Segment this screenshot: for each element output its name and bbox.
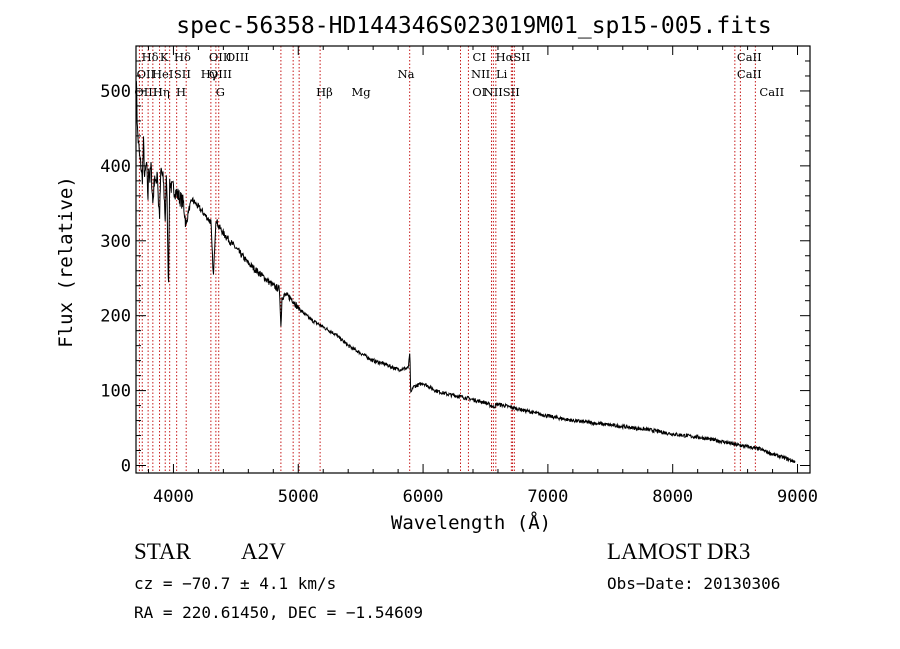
observation-date: Obs−Date: 20130306: [607, 574, 781, 593]
x-tick-label-4000: 4000: [153, 487, 194, 507]
line-label-r1-6: HαSII: [496, 50, 531, 64]
y-axis-ticks: 0 100 200 300 400 500: [100, 60, 810, 477]
chart-title: spec-56358-HD144346S023019M01_sp15-005.f…: [176, 13, 771, 39]
line-label-r2-1: HeI: [152, 67, 173, 81]
line-label-r3-8: CaII: [759, 85, 784, 99]
emission-line-markers: [138, 46, 756, 473]
spectrum-line: [135, 80, 796, 464]
spectrum-series: [135, 80, 796, 464]
line-label-r2-3: Hγ: [201, 67, 218, 81]
line-label-r2-5: Na: [398, 67, 415, 81]
line-label-r2-6: NII: [471, 67, 490, 81]
plot-frame: [135, 45, 811, 474]
x-tick-label-7000: 7000: [527, 487, 568, 507]
line-label-r2-7: Li: [496, 67, 508, 81]
line-label-r3-4: Hβ: [316, 85, 333, 99]
line-label-r3-0: OIII: [134, 85, 157, 99]
y-tick-label-100: 100: [100, 382, 131, 402]
y-axis-label: Flux (relative): [55, 176, 77, 348]
x-tick-label-5000: 5000: [278, 487, 319, 507]
line-label-r1-3: OIII: [209, 50, 232, 64]
line-label-r1-0: Hδ: [142, 50, 159, 64]
line-label-r1-4: OIII: [226, 50, 249, 64]
x-axis-label: Wavelength (Å): [391, 511, 551, 534]
object-subclass: A2V: [241, 539, 286, 564]
x-tick-label-8000: 8000: [652, 487, 693, 507]
redshift-velocity: cz = −70.7 ± 4.1 km/s: [134, 574, 337, 593]
line-label-r3-1: Hη: [153, 85, 170, 99]
line-label-r3-7: NIISII: [484, 85, 520, 99]
line-label-r2-0: OII: [137, 67, 156, 81]
line-label-r3-5: Mg: [351, 85, 371, 99]
line-label-r3-6: OI: [472, 85, 486, 99]
line-label-r1-5: CI: [473, 50, 486, 64]
line-label-r1-2: Hδ: [174, 50, 191, 64]
x-tick-label-9000: 9000: [777, 487, 818, 507]
coordinates: RA = 220.61450, DEC = −1.54609: [134, 603, 423, 622]
y-tick-label-200: 200: [100, 307, 131, 327]
x-axis-ticks: 4000 5000 6000 7000 8000 9000: [147, 46, 818, 507]
object-class: STAR: [134, 539, 191, 564]
line-label-r2-4: OIII: [209, 67, 232, 81]
line-label-r2-2: SII: [174, 67, 191, 81]
line-label-r1-1: K: [160, 50, 169, 64]
survey-name: LAMOST DR3: [607, 539, 751, 564]
y-tick-label-500: 500: [100, 82, 131, 102]
y-tick-label-400: 400: [100, 157, 131, 177]
y-tick-label-0: 0: [121, 457, 131, 477]
line-label-r3-2: H: [176, 85, 186, 99]
line-label-r1-7: CaII: [737, 50, 762, 64]
y-tick-label-300: 300: [100, 232, 131, 252]
line-label-r2-8: CaII: [737, 67, 762, 81]
x-tick-label-6000: 6000: [403, 487, 444, 507]
line-label-r3-3: G: [216, 85, 225, 99]
